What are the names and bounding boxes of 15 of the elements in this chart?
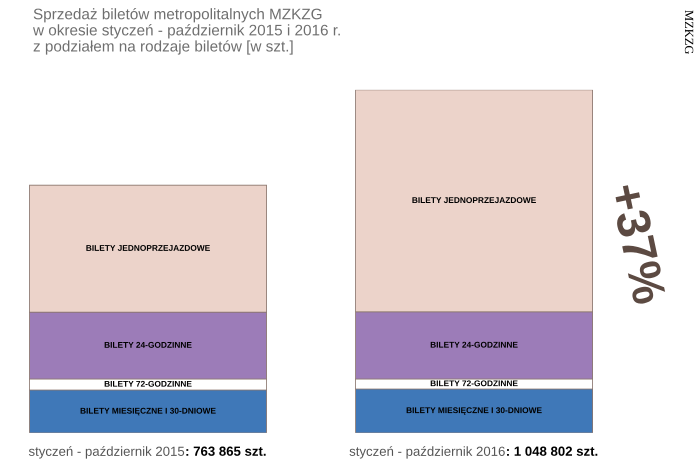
series-label: BILETY 24-GODZINNE (104, 342, 192, 348)
x-tick-label: styczeń - październik 2015 (28, 446, 184, 459)
chart-title: Sprzedaż biletów metropolitalnych MZKZG w okresie styczeń - październik 2015 i 2016 r. z podziałem na rodzaje biletów [w szt.] (32, 8, 340, 55)
text: +37% (609, 182, 667, 306)
series-label: BILETY JEDNOPRZEJAZDOWE (412, 197, 536, 204)
text: BILETY MIESIĘCZNE I 30-DNIOWE (406, 407, 542, 415)
x-tick-label: styczeń - październik 2016 (350, 446, 505, 459)
text: : 1 048 802 szt. (507, 446, 598, 456)
text: BILETY 24-GODZINNE (430, 342, 518, 348)
text: BILETY 72-GODZINNE (104, 380, 192, 387)
text: : 763 865 szt. (186, 446, 266, 456)
text: BILETY JEDNOPRZEJAZDOWE (86, 245, 210, 251)
text: MZKZG (684, 10, 694, 54)
series-label: BILETY 72-GODZINNE (430, 380, 518, 386)
series-label: BILETY MIESIĘCZNE I 30-DNIOWE (80, 408, 216, 416)
